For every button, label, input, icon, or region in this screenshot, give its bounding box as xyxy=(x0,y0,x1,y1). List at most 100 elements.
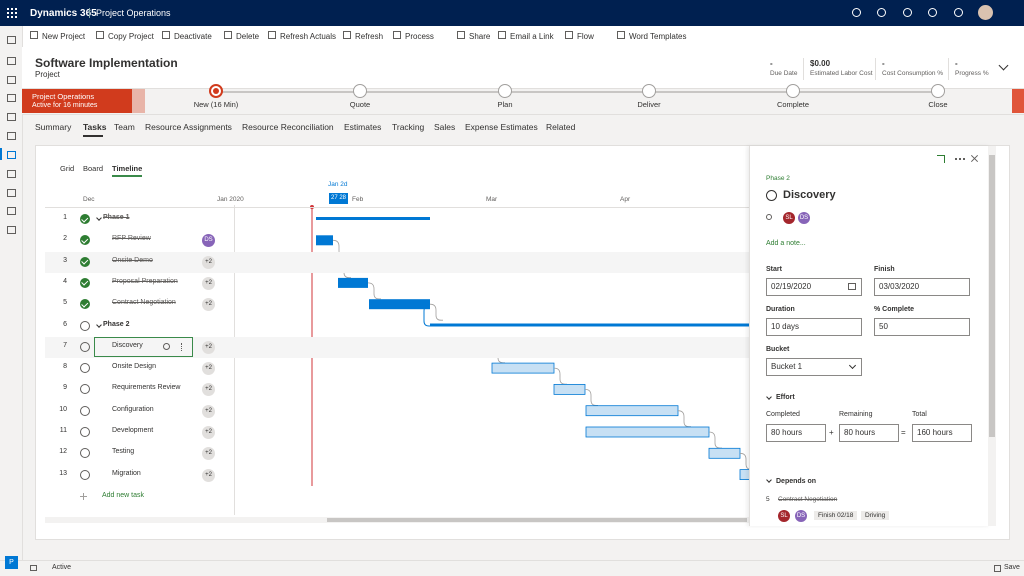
app-launcher[interactable] xyxy=(7,8,17,18)
text-input[interactable]: 160 hours xyxy=(912,424,972,442)
dependency xyxy=(584,389,598,406)
command-button[interactable]: Copy Project xyxy=(108,32,154,41)
section-title[interactable]: Effort xyxy=(776,394,795,401)
command-button[interactable]: Process xyxy=(405,32,434,41)
view-tab[interactable]: Timeline xyxy=(112,164,143,173)
v-thumb[interactable] xyxy=(989,155,995,437)
command-button[interactable]: Share xyxy=(469,32,491,41)
status-circle[interactable] xyxy=(80,277,90,288)
status-circle[interactable] xyxy=(80,299,90,310)
view-tab[interactable]: Board xyxy=(83,164,104,173)
header-icon[interactable] xyxy=(928,8,937,17)
more-icon[interactable] xyxy=(181,342,184,351)
command-button[interactable]: Flow xyxy=(577,32,594,41)
command-button[interactable]: New Project xyxy=(42,32,86,41)
nav-icon[interactable] xyxy=(7,189,16,197)
command-button[interactable]: Delete xyxy=(236,32,260,41)
nav-icon[interactable] xyxy=(7,170,16,178)
task-name[interactable]: Phase 2 xyxy=(103,320,130,328)
task-name[interactable]: Configuration xyxy=(112,405,154,413)
status-circle[interactable] xyxy=(80,341,90,352)
task-name[interactable]: RFP Review xyxy=(112,235,151,243)
number-input[interactable]: 50 xyxy=(874,318,970,336)
nav-icon[interactable] xyxy=(7,207,16,215)
process-next[interactable] xyxy=(1012,89,1024,113)
header-icon[interactable] xyxy=(903,8,912,17)
h-thumb[interactable] xyxy=(327,518,747,522)
section-title[interactable]: Depends on xyxy=(776,478,817,485)
stage-circle[interactable] xyxy=(786,84,800,98)
nav-icon[interactable] xyxy=(7,151,16,159)
dependency-name[interactable]: Contract Negotiation xyxy=(778,496,838,503)
expand-icon[interactable] xyxy=(937,155,945,163)
tab[interactable]: Related xyxy=(546,122,576,132)
process-prev[interactable] xyxy=(132,89,145,113)
tab[interactable]: Tracking xyxy=(392,122,425,132)
command-button[interactable]: Refresh Actuals xyxy=(280,32,337,41)
task-name[interactable]: Testing xyxy=(112,448,135,456)
add-task[interactable]: Add new task xyxy=(102,492,145,499)
more-icon[interactable] xyxy=(955,158,965,162)
task-name[interactable]: Discovery xyxy=(112,341,143,349)
stage-circle[interactable] xyxy=(353,84,367,98)
select-input[interactable]: Bucket 1 xyxy=(766,358,862,376)
nav-icon[interactable] xyxy=(7,113,16,121)
user-avatar[interactable] xyxy=(978,5,993,20)
task-name[interactable]: Development xyxy=(112,427,154,434)
status-circle[interactable] xyxy=(80,235,90,246)
text-input[interactable]: 10 days xyxy=(766,318,862,336)
tab[interactable]: Tasks xyxy=(83,122,107,132)
status-circle[interactable] xyxy=(80,427,90,437)
task-name[interactable]: Onsite Design xyxy=(112,363,156,371)
status-circle[interactable] xyxy=(80,256,90,267)
status-circle[interactable] xyxy=(80,363,90,374)
nav-icon[interactable] xyxy=(7,57,16,65)
tab[interactable]: Resource Assignments xyxy=(145,122,232,132)
header-icon[interactable] xyxy=(877,8,886,17)
task-name[interactable]: Onsite Demo xyxy=(112,256,153,264)
text-input[interactable]: 80 hours xyxy=(766,424,826,442)
tab[interactable]: Team xyxy=(114,122,135,132)
nav-icon[interactable] xyxy=(7,36,16,44)
status-circle[interactable] xyxy=(80,214,90,224)
date-input[interactable]: 03/03/2020 xyxy=(874,278,970,296)
task-name[interactable]: Phase 1 xyxy=(103,214,130,221)
command-button[interactable]: Email a Link xyxy=(510,32,554,41)
tab[interactable]: Resource Reconciliation xyxy=(242,122,334,132)
task-name[interactable]: Proposal Preparation xyxy=(112,277,178,285)
save-button[interactable]: Save xyxy=(1004,564,1020,571)
status-circle[interactable] xyxy=(80,405,90,416)
save-icon[interactable] xyxy=(994,565,1001,572)
tab[interactable]: Sales xyxy=(434,122,456,132)
tab[interactable]: Estimates xyxy=(344,122,382,132)
stage-circle[interactable] xyxy=(931,84,945,98)
status-circle[interactable] xyxy=(80,448,90,459)
task-name[interactable]: Migration xyxy=(112,469,141,477)
nav-icon[interactable] xyxy=(7,76,16,84)
view-tab[interactable]: Grid xyxy=(60,164,75,173)
parent-name[interactable]: Phase 2 xyxy=(766,175,790,182)
status-circle[interactable] xyxy=(80,320,90,331)
nav-icon[interactable] xyxy=(7,226,16,234)
command-button[interactable]: Word Templates xyxy=(629,32,687,41)
info-icon[interactable] xyxy=(163,342,170,350)
date-input[interactable]: 02/19/2020 xyxy=(766,278,862,296)
stage-circle[interactable] xyxy=(498,84,512,98)
add-note[interactable]: Add a note... xyxy=(766,240,806,247)
command-button[interactable]: Refresh xyxy=(355,32,384,41)
status-circle[interactable] xyxy=(766,190,777,201)
tab[interactable]: Summary xyxy=(35,122,72,132)
stage-circle[interactable] xyxy=(642,84,656,98)
nav-icon[interactable] xyxy=(7,132,16,140)
command-button[interactable]: Deactivate xyxy=(174,32,212,41)
tab[interactable]: Expense Estimates xyxy=(465,122,538,132)
header-icon[interactable] xyxy=(852,8,861,17)
nav-icon[interactable] xyxy=(7,94,16,102)
check xyxy=(81,278,88,286)
status-circle[interactable] xyxy=(80,469,90,480)
task-name[interactable]: Requirements Review xyxy=(112,384,181,392)
task-name[interactable]: Contract Negotiation xyxy=(112,299,176,307)
text-input[interactable]: 80 hours xyxy=(839,424,899,442)
status-circle[interactable] xyxy=(80,384,90,395)
header-icon[interactable] xyxy=(954,8,963,17)
